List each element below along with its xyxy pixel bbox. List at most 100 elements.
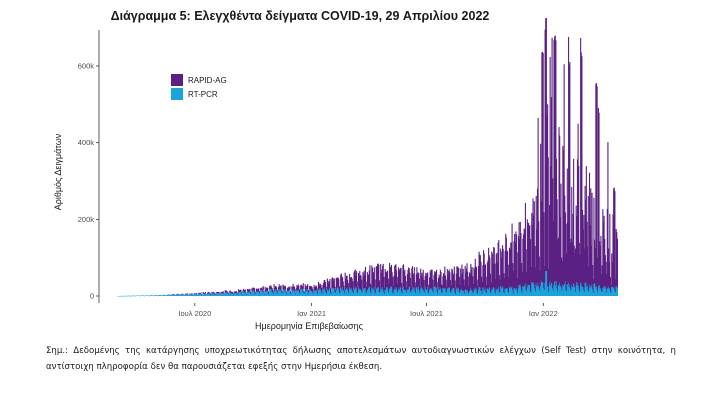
rapid-ag-bar bbox=[548, 205, 551, 285]
rapid-ag-bar bbox=[524, 229, 526, 286]
rapid-ag-bar bbox=[237, 294, 239, 295]
rapid-ag-bar bbox=[264, 293, 266, 295]
rt-pcr-bar bbox=[442, 287, 444, 296]
rt-pcr-bar bbox=[310, 291, 313, 296]
rapid-ag-bar bbox=[455, 288, 457, 295]
rt-pcr-bar bbox=[521, 292, 523, 296]
rapid-ag-bar bbox=[480, 261, 482, 291]
rt-pcr-bar bbox=[425, 290, 427, 296]
rapid-ag-bar bbox=[309, 285, 311, 292]
rt-pcr-bar bbox=[408, 287, 410, 296]
rapid-ag-bar bbox=[282, 284, 284, 290]
rt-pcr-bar bbox=[584, 282, 586, 296]
rt-pcr-bar bbox=[503, 293, 506, 296]
rapid-ag-bar bbox=[488, 247, 490, 290]
rt-pcr-bar bbox=[332, 288, 334, 296]
rapid-ag-bar bbox=[337, 277, 339, 288]
rt-pcr-bar bbox=[142, 295, 144, 296]
rapid-ag-bar bbox=[597, 257, 599, 293]
rapid-ag-bar bbox=[391, 272, 393, 287]
rapid-ag-bar bbox=[613, 187, 615, 288]
rt-pcr-bar bbox=[514, 289, 516, 296]
rt-pcr-bar bbox=[336, 290, 338, 296]
rapid-ag-bar bbox=[592, 279, 594, 293]
rapid-ag-bar bbox=[420, 268, 422, 289]
rapid-ag-bar bbox=[205, 294, 207, 295]
rt-pcr-bar bbox=[423, 293, 426, 296]
rt-pcr-bar bbox=[242, 292, 244, 296]
rapid-ag-bar bbox=[251, 289, 254, 292]
rt-pcr-bar bbox=[322, 290, 324, 296]
rt-pcr-bar bbox=[249, 291, 251, 296]
chart-title: Διάγραμμα 5: Ελεγχθέντα δείγματα COVID-1… bbox=[110, 9, 490, 23]
rt-pcr-bar bbox=[247, 292, 249, 296]
rapid-ag-bar bbox=[325, 286, 327, 293]
rt-pcr-bar bbox=[396, 290, 398, 296]
rt-pcr-bar bbox=[167, 294, 169, 296]
rapid-ag-bar bbox=[215, 294, 217, 295]
rt-pcr-bar bbox=[140, 295, 142, 296]
rapid-ag-bar bbox=[504, 251, 506, 289]
rapid-ag-bar bbox=[307, 284, 309, 290]
rt-pcr-bar bbox=[213, 293, 215, 296]
rt-pcr-bar bbox=[261, 290, 263, 296]
rt-pcr-bar bbox=[515, 287, 518, 296]
rt-pcr-bar bbox=[254, 293, 256, 296]
rapid-ag-bar bbox=[401, 283, 403, 292]
rapid-ag-bar bbox=[307, 289, 309, 293]
rapid-ag-bar bbox=[347, 282, 349, 291]
rt-pcr-bar bbox=[283, 289, 285, 296]
rt-pcr-bar bbox=[199, 294, 201, 296]
rapid-ag-bar bbox=[506, 250, 508, 289]
rt-pcr-bar bbox=[253, 291, 255, 296]
rt-pcr-bar bbox=[375, 289, 377, 296]
rt-pcr-bar bbox=[335, 288, 337, 296]
rt-pcr-bar bbox=[477, 290, 480, 296]
rt-pcr-bar bbox=[613, 288, 615, 296]
rt-pcr-bar bbox=[579, 292, 581, 296]
rt-pcr-bar bbox=[443, 288, 445, 296]
rt-pcr-bar bbox=[597, 286, 599, 296]
rt-pcr-bar bbox=[455, 290, 457, 296]
rt-pcr-bar bbox=[326, 293, 328, 296]
rapid-ag-bar bbox=[310, 286, 312, 290]
rt-pcr-bar bbox=[550, 283, 552, 296]
rapid-ag-bar bbox=[423, 288, 426, 294]
rapid-ag-bar bbox=[512, 271, 514, 294]
rapid-ag-bar bbox=[585, 166, 587, 288]
rapid-ag-bar bbox=[214, 293, 216, 295]
rt-pcr-bar bbox=[319, 288, 321, 296]
rapid-ag-bar bbox=[542, 53, 544, 284]
rapid-ag-bar bbox=[474, 269, 476, 289]
rt-pcr-bar bbox=[302, 288, 304, 296]
rt-pcr-bar bbox=[517, 288, 519, 296]
rapid-ag-bar bbox=[528, 222, 530, 286]
rapid-ag-bar bbox=[450, 285, 452, 294]
rt-pcr-bar bbox=[191, 294, 193, 296]
rapid-ag-bar bbox=[452, 273, 454, 289]
rt-pcr-bar bbox=[439, 287, 441, 296]
rapid-ag-bar bbox=[527, 223, 529, 288]
rt-pcr-bar bbox=[353, 288, 355, 296]
rapid-ag-bar bbox=[240, 289, 242, 292]
rapid-ag-bar bbox=[458, 267, 460, 288]
plot-area bbox=[117, 18, 618, 297]
rt-pcr-bar bbox=[528, 285, 530, 296]
rapid-ag-bar bbox=[328, 281, 330, 290]
rapid-ag-bar bbox=[456, 266, 459, 289]
rt-pcr-bar bbox=[414, 291, 416, 296]
rapid-ag-bar bbox=[436, 282, 438, 292]
rt-pcr-bar bbox=[349, 289, 351, 296]
rt-pcr-bar bbox=[540, 280, 542, 296]
rapid-ag-bar bbox=[604, 255, 606, 286]
rt-pcr-bar bbox=[415, 287, 417, 296]
rapid-ag-bar bbox=[358, 275, 360, 289]
rapid-ag-bar bbox=[405, 281, 407, 291]
rapid-ag-bar bbox=[342, 277, 344, 287]
rt-pcr-bar bbox=[549, 281, 551, 296]
rt-pcr-bar bbox=[184, 294, 186, 296]
rapid-ag-bar bbox=[369, 265, 371, 287]
rt-pcr-bar bbox=[422, 288, 424, 296]
rt-pcr-bar bbox=[482, 287, 485, 296]
rt-pcr-bar bbox=[257, 291, 259, 296]
